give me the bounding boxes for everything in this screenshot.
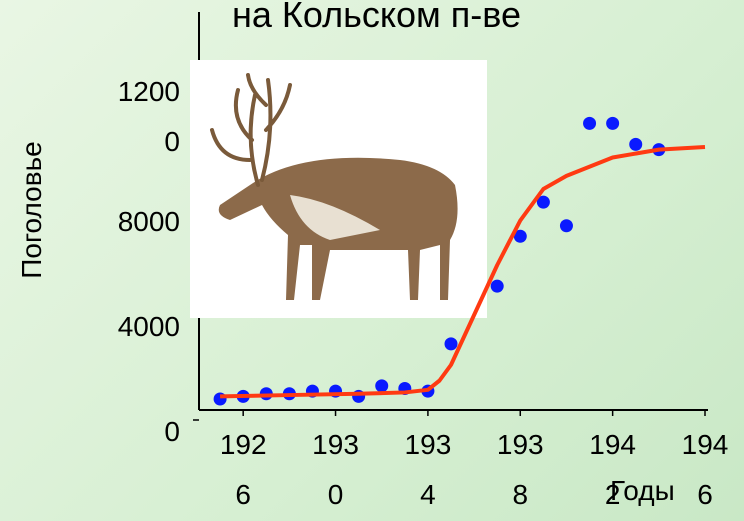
- data-point: [444, 337, 458, 351]
- data-point: [490, 279, 504, 293]
- reindeer-image: [190, 60, 487, 318]
- x-tick-label: 1926: [219, 429, 267, 510]
- data-point: [375, 379, 389, 393]
- x-tick-label: 1930: [312, 429, 359, 510]
- data-point: [513, 229, 527, 243]
- y-tick-label: 4000: [117, 311, 180, 342]
- data-point: [536, 195, 550, 209]
- x-axis-label: Годы: [610, 475, 675, 506]
- y-axis-label: Поголовье: [16, 141, 47, 279]
- y-tick-label: 12000: [117, 76, 180, 157]
- data-point: [583, 116, 597, 130]
- x-tick-label: 1946: [681, 429, 729, 510]
- data-point: [559, 219, 573, 233]
- x-tick-label: 1942: [589, 429, 636, 510]
- x-tick-label: 1938: [496, 429, 544, 510]
- data-point: [629, 137, 643, 151]
- data-point: [606, 116, 620, 130]
- x-tick-label: 1934: [404, 429, 452, 510]
- y-tick-label: 0: [164, 416, 180, 447]
- chart-title: на Кольском п-ве: [232, 0, 522, 35]
- y-tick-label: 8000: [117, 206, 180, 237]
- fit-line: [220, 145, 706, 399]
